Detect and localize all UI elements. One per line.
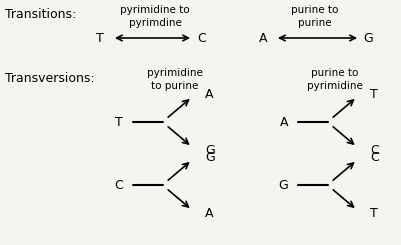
- Text: T: T: [115, 115, 123, 128]
- Text: A: A: [205, 87, 213, 100]
- Text: G: G: [205, 144, 214, 157]
- Text: A: A: [279, 115, 287, 128]
- Text: C: C: [369, 150, 378, 163]
- Text: Transversions:: Transversions:: [5, 72, 94, 85]
- Text: Transitions:: Transitions:: [5, 8, 76, 21]
- Text: T: T: [369, 87, 377, 100]
- Text: G: G: [205, 150, 214, 163]
- Text: purine to
purine: purine to purine: [291, 5, 338, 28]
- Text: C: C: [369, 144, 378, 157]
- Text: T: T: [96, 32, 103, 45]
- Text: C: C: [114, 179, 123, 192]
- Text: pyrimidine
to purine: pyrimidine to purine: [147, 68, 203, 91]
- Text: A: A: [205, 207, 213, 220]
- Text: G: G: [362, 32, 372, 45]
- Text: purine to
pyrimidine: purine to pyrimidine: [306, 68, 362, 91]
- Text: C: C: [197, 32, 206, 45]
- Text: G: G: [277, 179, 287, 192]
- Text: pyrimidine to
pyrimdine: pyrimidine to pyrimdine: [120, 5, 189, 28]
- Text: A: A: [258, 32, 267, 45]
- Text: T: T: [369, 207, 377, 220]
